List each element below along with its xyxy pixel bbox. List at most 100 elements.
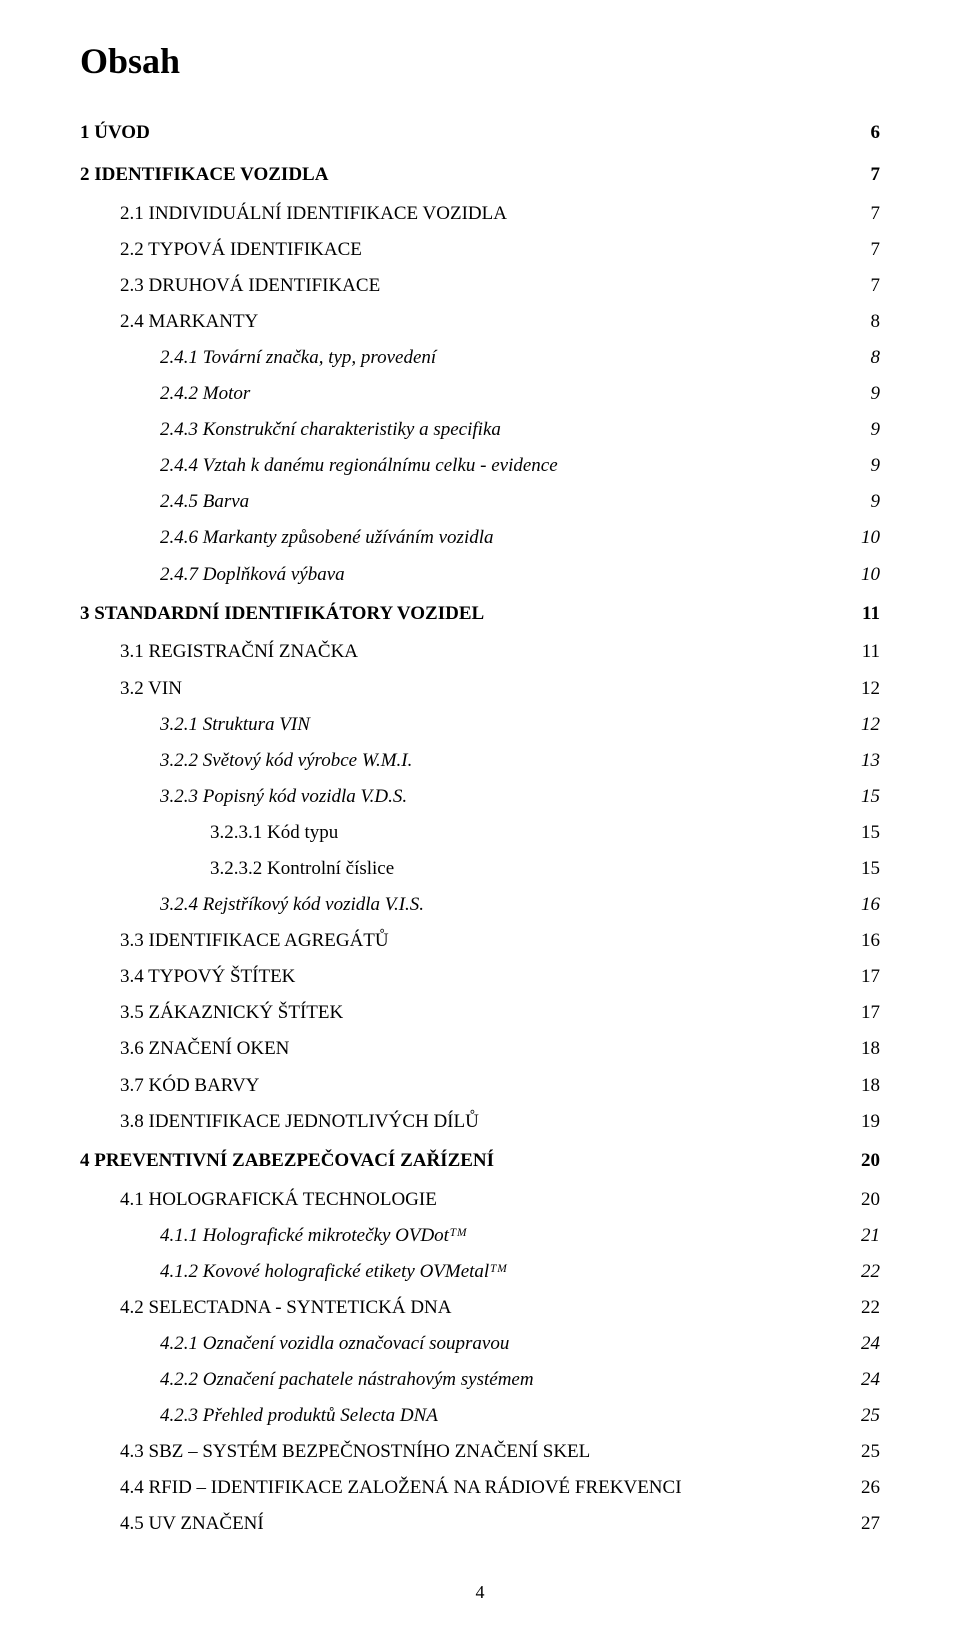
- toc-entry-page: 25: [861, 1434, 880, 1470]
- toc-entry-page: 15: [861, 851, 880, 887]
- toc-entry-label: 4.3 SBZ – SYSTÉM BEZPEČNOSTNÍHO ZNAČENÍ …: [120, 1434, 590, 1470]
- toc-entry-page: 7: [871, 232, 881, 268]
- toc-entry: 4.2.1 Označení vozidla označovací soupra…: [160, 1326, 880, 1362]
- toc-entry-label: 3.7 KÓD BARVY: [120, 1068, 259, 1104]
- footer-page-number: 4: [80, 1582, 880, 1603]
- toc-entry: 3.2.2 Světový kód výrobce W.M.I.13: [160, 743, 880, 779]
- toc-entry: 2.4.7 Doplňková výbava10: [160, 557, 880, 593]
- toc-entry: 2 IDENTIFIKACE VOZIDLA 7: [80, 154, 880, 196]
- toc-entry-label: 2 IDENTIFIKACE VOZIDLA: [80, 154, 328, 196]
- toc-entry-label: 3 STANDARDNÍ IDENTIFIKÁTORY VOZIDEL: [80, 593, 484, 635]
- toc-entry: 4.4 RFID – IDENTIFIKACE ZALOŽENÁ NA RÁDI…: [120, 1470, 880, 1506]
- toc-entry: 2.4.4 Vztah k danému regionálnímu celku …: [160, 448, 880, 484]
- toc-entry: 4.2.3 Přehled produktů Selecta DNA 25: [160, 1398, 880, 1434]
- toc-entry: 4.1 HOLOGRAFICKÁ TECHNOLOGIE 20: [120, 1182, 880, 1218]
- toc-entry-label: 4.1 HOLOGRAFICKÁ TECHNOLOGIE: [120, 1182, 437, 1218]
- toc-entry: 3.2.3.1 Kód typu15: [210, 815, 880, 851]
- toc-entry-page: 27: [861, 1506, 880, 1542]
- toc-entry-label: 3.2.3.1 Kód typu: [210, 815, 338, 851]
- toc-entry-label: 4.2.2 Označení pachatele nástrahovým sys…: [160, 1362, 534, 1398]
- toc-entry-page: 7: [871, 268, 881, 304]
- toc-entry: 3.7 KÓD BARVY 18: [120, 1068, 880, 1104]
- toc-entry-page: 6: [871, 112, 881, 154]
- toc-entry-page: 12: [861, 671, 880, 707]
- toc-entry-label: 2.2 TYPOVÁ IDENTIFIKACE: [120, 232, 362, 268]
- toc-entry-label: 2.3 DRUHOVÁ IDENTIFIKACE: [120, 268, 380, 304]
- toc-entry-page: 21: [861, 1218, 880, 1254]
- toc-entry-page: 24: [861, 1362, 880, 1398]
- toc-entry-label: 3.1 REGISTRAČNÍ ZNAČKA: [120, 634, 358, 670]
- toc-entry-page: 19: [861, 1104, 880, 1140]
- toc-entry: 3.4 TYPOVÝ ŠTÍTEK17: [120, 959, 880, 995]
- toc-entry-page: 9: [871, 484, 881, 520]
- toc-entry-page: 18: [861, 1068, 880, 1104]
- toc-entry: 2.2 TYPOVÁ IDENTIFIKACE 7: [120, 232, 880, 268]
- toc-entry: 3.2.1 Struktura VIN 12: [160, 707, 880, 743]
- toc-entry-label: 4.2.1 Označení vozidla označovací soupra…: [160, 1326, 509, 1362]
- toc-entry-page: 7: [871, 196, 881, 232]
- toc-entry: 2.4.5 Barva 9: [160, 484, 880, 520]
- toc-entry-label: 4.1.2 Kovové holografické etikety OVMeta…: [160, 1254, 507, 1290]
- toc-entry-label: 2.4.5 Barva: [160, 484, 249, 520]
- toc-entry: 2.3 DRUHOVÁ IDENTIFIKACE 7: [120, 268, 880, 304]
- toc-entry-label: 2.4.1 Tovární značka, typ, provedení: [160, 340, 436, 376]
- toc-entry: 2.4.6 Markanty způsobené užíváním vozidl…: [160, 520, 880, 556]
- toc-entry-label: 2.4.2 Motor: [160, 376, 250, 412]
- toc-entry-label: 3.8 IDENTIFIKACE JEDNOTLIVÝCH DÍLŮ: [120, 1104, 479, 1140]
- toc-entry-page: 20: [861, 1182, 880, 1218]
- toc-entry-label: 2.4 MARKANTY: [120, 304, 258, 340]
- toc-entry-label: 2.4.4 Vztah k danému regionálnímu celku …: [160, 448, 558, 484]
- toc-entry-page: 11: [862, 593, 880, 635]
- toc-entry: 3.1 REGISTRAČNÍ ZNAČKA 11: [120, 634, 880, 670]
- toc-entry: 2.4.2 Motor 9: [160, 376, 880, 412]
- toc-entry-page: 12: [861, 707, 880, 743]
- toc-entry-label: 1 ÚVOD: [80, 112, 150, 154]
- toc-entry-page: 22: [861, 1254, 880, 1290]
- toc-entry: 2.4.1 Tovární značka, typ, provedení 8: [160, 340, 880, 376]
- toc-entry: 4.3 SBZ – SYSTÉM BEZPEČNOSTNÍHO ZNAČENÍ …: [120, 1434, 880, 1470]
- toc-entry-label: 4.1.1 Holografické mikrotečky OVDotᵀᴹ: [160, 1218, 467, 1254]
- toc-entry: 3.5 ZÁKAZNICKÝ ŠTÍTEK 17: [120, 995, 880, 1031]
- toc-entry: 3.2.4 Rejstříkový kód vozidla V.I.S. 16: [160, 887, 880, 923]
- toc-entry: 4.1.1 Holografické mikrotečky OVDotᵀᴹ 21: [160, 1218, 880, 1254]
- toc-entry-page: 25: [861, 1398, 880, 1434]
- page-title: Obsah: [80, 40, 880, 82]
- toc-entry-label: 3.6 ZNAČENÍ OKEN: [120, 1031, 289, 1067]
- toc-entry-label: 4.2 SELECTADNA - SYNTETICKÁ DNA: [120, 1290, 452, 1326]
- toc-entry-label: 2.1 INDIVIDUÁLNÍ IDENTIFIKACE VOZIDLA: [120, 196, 507, 232]
- toc-entry-label: 3.2.4 Rejstříkový kód vozidla V.I.S.: [160, 887, 424, 923]
- toc-entry-label: 2.4.7 Doplňková výbava: [160, 557, 345, 593]
- toc-entry-label: 4.2.3 Přehled produktů Selecta DNA: [160, 1398, 438, 1434]
- toc-entry-page: 16: [861, 923, 880, 959]
- toc-entry: 4.2 SELECTADNA - SYNTETICKÁ DNA22: [120, 1290, 880, 1326]
- toc-entry: 4 PREVENTIVNÍ ZABEZPEČOVACÍ ZAŘÍZENÍ20: [80, 1140, 880, 1182]
- toc-entry-label: 3.2.3 Popisný kód vozidla V.D.S.: [160, 779, 407, 815]
- toc-entry: 1 ÚVOD 6: [80, 112, 880, 154]
- toc-entry-label: 3.2.2 Světový kód výrobce W.M.I.: [160, 743, 412, 779]
- toc-entry-page: 17: [861, 995, 880, 1031]
- toc-entry-page: 18: [861, 1031, 880, 1067]
- toc-entry-label: 3.3 IDENTIFIKACE AGREGÁTŮ: [120, 923, 389, 959]
- toc-entry-page: 16: [861, 887, 880, 923]
- toc-entry-label: 3.2 VIN: [120, 671, 182, 707]
- toc-entry-page: 11: [862, 634, 880, 670]
- toc-entry: 2.4 MARKANTY8: [120, 304, 880, 340]
- toc-entry-label: 3.2.1 Struktura VIN: [160, 707, 310, 743]
- toc-entry-label: 3.4 TYPOVÝ ŠTÍTEK: [120, 959, 295, 995]
- toc-entry-page: 7: [871, 154, 881, 196]
- toc-entry: 3.2.3.2 Kontrolní číslice 15: [210, 851, 880, 887]
- toc-entry-page: 24: [861, 1326, 880, 1362]
- toc-entry: 3 STANDARDNÍ IDENTIFIKÁTORY VOZIDEL 11: [80, 593, 880, 635]
- toc-entry: 4.2.2 Označení pachatele nástrahovým sys…: [160, 1362, 880, 1398]
- toc-entry-page: 9: [871, 376, 881, 412]
- page-container: Obsah 1 ÚVOD62 IDENTIFIKACE VOZIDLA72.1 …: [0, 0, 960, 1643]
- toc-entry: 3.3 IDENTIFIKACE AGREGÁTŮ 16: [120, 923, 880, 959]
- toc-entry-label: 3.2.3.2 Kontrolní číslice: [210, 851, 394, 887]
- table-of-contents: 1 ÚVOD62 IDENTIFIKACE VOZIDLA72.1 INDIVI…: [80, 112, 880, 1542]
- toc-entry-label: 3.5 ZÁKAZNICKÝ ŠTÍTEK: [120, 995, 343, 1031]
- toc-entry: 4.5 UV ZNAČENÍ27: [120, 1506, 880, 1542]
- toc-entry: 3.8 IDENTIFIKACE JEDNOTLIVÝCH DÍLŮ 19: [120, 1104, 880, 1140]
- toc-entry: 2.1 INDIVIDUÁLNÍ IDENTIFIKACE VOZIDLA 7: [120, 196, 880, 232]
- toc-entry-page: 8: [871, 340, 881, 376]
- toc-entry-label: 2.4.6 Markanty způsobené užíváním vozidl…: [160, 520, 494, 556]
